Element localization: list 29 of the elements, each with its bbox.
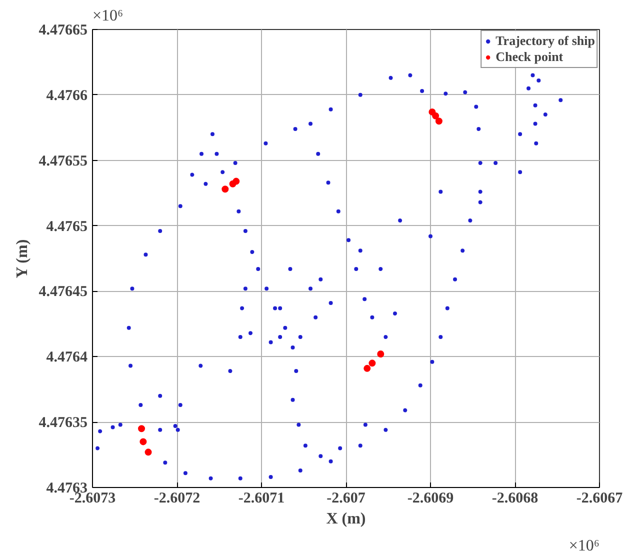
y-axis-title: Y (m)	[14, 239, 31, 278]
point	[140, 438, 147, 446]
y-tick-label: 4.47665	[38, 22, 88, 38]
point	[222, 186, 229, 193]
text: ×10⁶	[92, 8, 124, 24]
point	[138, 425, 146, 432]
x-tick-label: -2.6067	[576, 490, 624, 506]
point	[144, 448, 152, 456]
legend-label: Trajectory of ship	[496, 33, 595, 49]
point	[368, 360, 376, 367]
y-tick-label: 4.4766	[46, 88, 88, 104]
y-tick-label: 4.4765	[46, 218, 88, 235]
legend-label: Check point	[496, 49, 564, 65]
point	[232, 178, 240, 185]
y-tick-label: 4.47635	[38, 415, 88, 432]
x-tick-label: -2.607	[326, 490, 366, 506]
point	[435, 118, 442, 125]
x-axis-title: X (m)	[326, 510, 366, 528]
y-tick-label: 4.47645	[38, 284, 88, 300]
point	[364, 364, 371, 372]
text: ×10⁶	[568, 538, 600, 554]
point	[432, 112, 440, 120]
x-tick-label: -2.6071	[238, 490, 285, 506]
y-tick-label: 4.4764	[46, 350, 88, 366]
y-tick-label: 4.47655	[38, 153, 88, 170]
x-tick-label: -2.6069	[407, 490, 454, 506]
x-tick-label: -2.6068	[492, 490, 538, 506]
point	[377, 350, 384, 358]
x-tick-label: -2.6072	[154, 490, 200, 506]
